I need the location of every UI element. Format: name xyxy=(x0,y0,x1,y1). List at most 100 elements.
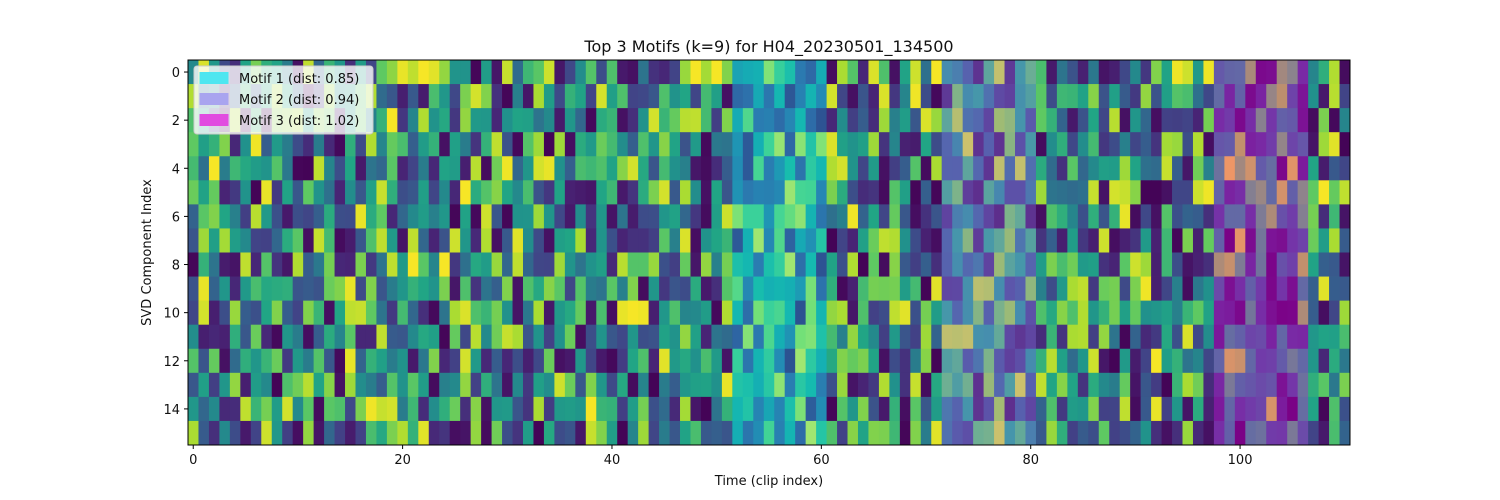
heatmap-cell xyxy=(1046,228,1058,253)
heatmap-cell xyxy=(397,420,409,446)
heatmap-cell xyxy=(1140,420,1152,446)
heatmap-cell xyxy=(721,300,733,326)
heatmap-cell xyxy=(868,420,880,446)
heatmap-cell xyxy=(994,276,1005,302)
heatmap-cell xyxy=(428,156,440,181)
heatmap-cell xyxy=(983,60,995,85)
heatmap-cell xyxy=(826,132,838,157)
heatmap-cell xyxy=(271,204,283,229)
heatmap-cell xyxy=(1004,60,1016,85)
heatmap-cell xyxy=(250,396,262,422)
heatmap-cell xyxy=(941,60,953,85)
heatmap-cell xyxy=(837,108,848,133)
heatmap-cell xyxy=(481,228,492,253)
heatmap-cell xyxy=(1151,396,1162,422)
heatmap-cell xyxy=(376,300,388,326)
heatmap-cell xyxy=(826,84,838,109)
heatmap-cell xyxy=(1046,204,1058,229)
heatmap-cell xyxy=(229,372,241,398)
heatmap-cell xyxy=(575,252,587,277)
heatmap-cell xyxy=(502,300,513,326)
heatmap-cell xyxy=(1329,420,1340,446)
heatmap-cell xyxy=(460,180,472,205)
heatmap-cell xyxy=(439,324,451,350)
heatmap-cell xyxy=(847,228,859,253)
heatmap-cell xyxy=(1004,252,1016,277)
heatmap-cell xyxy=(282,276,294,302)
heatmap-cell xyxy=(397,84,409,109)
heatmap-cell xyxy=(564,204,576,229)
heatmap-cell xyxy=(554,60,566,85)
heatmap-cell xyxy=(617,180,629,205)
heatmap-cell xyxy=(1192,84,1204,109)
heatmap-cell xyxy=(1056,108,1068,133)
heatmap-cell xyxy=(1329,204,1340,229)
heatmap-cell xyxy=(931,60,943,85)
heatmap-cell xyxy=(219,300,231,326)
heatmap-cell xyxy=(376,204,388,229)
heatmap-cell xyxy=(198,204,210,229)
heatmap-cell xyxy=(1224,372,1236,398)
heatmap-cell xyxy=(774,396,786,422)
heatmap-cell xyxy=(680,204,691,229)
heatmap-cell xyxy=(240,300,252,326)
heatmap-cell xyxy=(439,276,451,302)
heatmap-cell xyxy=(721,396,733,422)
heatmap-cell xyxy=(868,132,880,157)
heatmap-cell xyxy=(303,300,315,326)
heatmap-cell xyxy=(816,108,827,133)
heatmap-cell xyxy=(973,276,985,302)
heatmap-cell xyxy=(1130,228,1142,253)
heatmap-cell xyxy=(1067,372,1079,398)
heatmap-cell xyxy=(219,180,231,205)
heatmap-cell xyxy=(1329,252,1340,277)
heatmap-cell xyxy=(1109,348,1121,374)
heatmap-cell xyxy=(250,228,262,253)
heatmap-cell xyxy=(1109,132,1121,157)
heatmap-cell xyxy=(208,372,220,398)
heatmap-cell xyxy=(208,300,220,326)
heatmap-cell xyxy=(1213,180,1225,205)
heatmap-cell xyxy=(188,396,199,422)
heatmap-cell xyxy=(700,276,712,302)
heatmap-cell xyxy=(795,372,807,398)
heatmap-cell xyxy=(669,228,681,253)
heatmap-cell xyxy=(512,204,524,229)
heatmap-cell xyxy=(606,348,618,374)
heatmap-cell xyxy=(481,156,492,181)
heatmap-cell xyxy=(188,60,199,85)
heatmap-cell xyxy=(1109,108,1121,133)
heatmap-cell xyxy=(805,372,817,398)
heatmap-cell xyxy=(1035,252,1047,277)
heatmap-cell xyxy=(345,300,356,326)
heatmap-cell xyxy=(847,324,859,350)
heatmap-cell xyxy=(941,132,953,157)
heatmap-cell xyxy=(1067,156,1079,181)
heatmap-cell xyxy=(1088,324,1100,350)
heatmap-cell xyxy=(418,204,430,229)
heatmap-cell xyxy=(439,420,451,446)
heatmap-cell xyxy=(460,372,472,398)
heatmap-cell xyxy=(397,228,409,253)
heatmap-cell xyxy=(1182,372,1194,398)
heatmap-cell xyxy=(1130,60,1142,85)
heatmap-cell xyxy=(229,324,241,350)
heatmap-cell xyxy=(638,228,650,253)
heatmap-cell xyxy=(575,84,587,109)
heatmap-cell xyxy=(1161,348,1173,374)
heatmap-cell xyxy=(554,204,566,229)
heatmap-cell xyxy=(428,84,440,109)
heatmap-cell xyxy=(407,180,419,205)
heatmap-cell xyxy=(1161,372,1173,398)
heatmap-cell xyxy=(784,396,796,422)
heatmap-cell xyxy=(1046,108,1058,133)
heatmap-cell xyxy=(721,276,733,302)
heatmap-cell xyxy=(219,276,231,302)
heatmap-cell xyxy=(543,84,555,109)
heatmap-cell xyxy=(282,372,294,398)
heatmap-cell xyxy=(606,420,618,446)
heatmap-cell xyxy=(805,420,817,446)
heatmap-cell xyxy=(617,228,629,253)
heatmap-cell xyxy=(920,348,932,374)
